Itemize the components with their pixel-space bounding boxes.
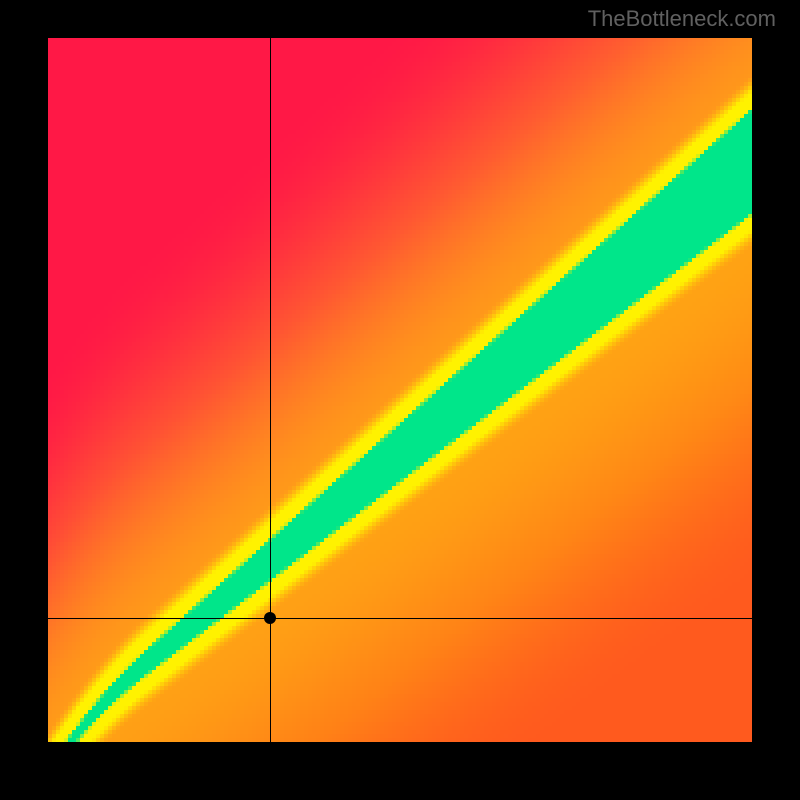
crosshair-horizontal <box>48 618 752 619</box>
heatmap-canvas <box>48 38 752 742</box>
crosshair-dot <box>264 612 276 624</box>
heatmap-plot-area <box>48 38 752 742</box>
watermark-text: TheBottleneck.com <box>588 6 776 32</box>
crosshair-vertical <box>270 38 271 742</box>
